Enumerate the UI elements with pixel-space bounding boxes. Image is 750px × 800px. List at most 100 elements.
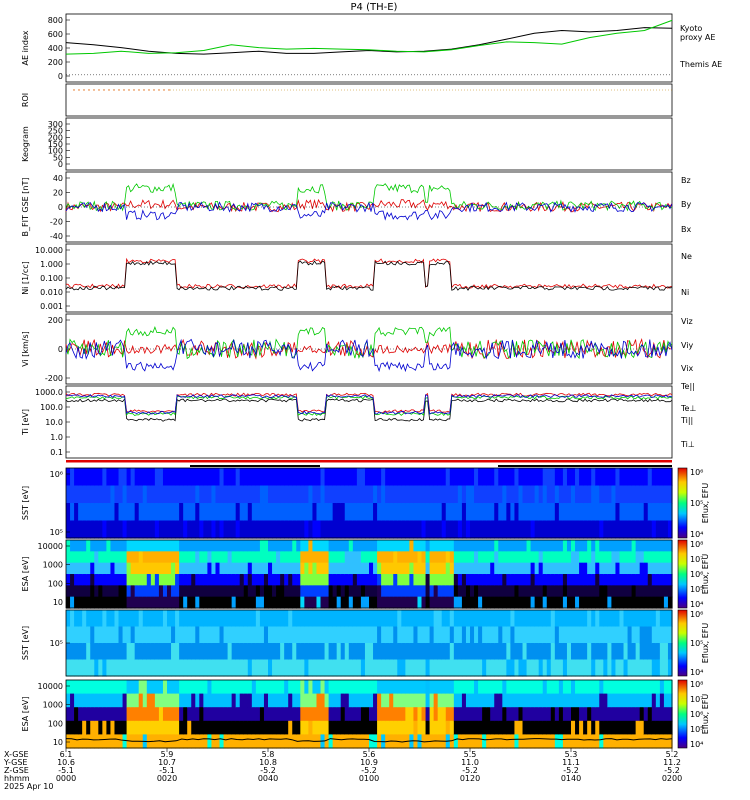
esa_i-pixel [146, 540, 152, 552]
esa_i-pixel [316, 596, 322, 609]
sst_i-pixel [603, 485, 608, 504]
esa_i-pixel [94, 540, 99, 552]
sst_e-pixel [284, 610, 289, 628]
esa_e-pixel [599, 693, 604, 708]
esa_i-pixel [175, 540, 180, 552]
esa_e-pixel [635, 707, 641, 722]
esa_e-pixel [639, 680, 645, 695]
sst_e-pixel [272, 643, 277, 661]
esa_i-pixel [486, 585, 491, 598]
esa_i-pixel [373, 540, 378, 552]
sst_e-pixel [280, 659, 285, 677]
esa_e-pixel [154, 707, 160, 722]
esa_e-pixel [401, 707, 406, 722]
sst_i-pixel [288, 485, 293, 504]
esa_e-pixel [655, 680, 661, 695]
sst_i-pixel [268, 520, 273, 539]
esa_e-pixel [332, 734, 338, 749]
esa_i-pixel [130, 562, 136, 575]
esa_i-pixel [457, 551, 463, 564]
esa_e-pixel [566, 707, 572, 722]
sst_e-pixel [348, 626, 354, 644]
sst_e-pixel [478, 626, 483, 644]
sst_e-pixel [94, 610, 99, 628]
sst_e-pixel [146, 643, 152, 661]
sst_e-pixel [284, 626, 289, 644]
sst_e-pixel [603, 643, 608, 661]
sst_i-pixel [377, 468, 382, 487]
esa_i-pixel [667, 562, 673, 575]
esa_i-pixel [292, 585, 297, 598]
esa_i-pixel [655, 551, 661, 564]
sst_i-pixel [502, 503, 507, 522]
esa_i-pixel [86, 551, 91, 564]
sst_i-pixel [542, 485, 548, 504]
sst_i-pixel [534, 485, 540, 504]
esa_e-ytick: 10000 [38, 682, 63, 691]
sst_i-pixel [223, 485, 229, 504]
esa_i-frame [65, 539, 673, 609]
sst_i-pixel [126, 503, 132, 522]
sst_e-pixel [171, 610, 176, 628]
esa_e-pixel [465, 720, 471, 735]
sst_e-pixel [74, 626, 79, 644]
esa_i-pixel [441, 551, 447, 564]
sst_i-pixel [191, 468, 196, 487]
esa_e-pixel [272, 707, 277, 722]
esa_e-pixel [78, 707, 83, 722]
sst_e-pixel [340, 626, 346, 644]
sst_i-pixel [615, 503, 621, 522]
esa_i-pixel [284, 574, 289, 586]
esa_e-pixel [203, 693, 208, 708]
sst_i-pixel [562, 503, 568, 522]
sst_e-pixel [449, 626, 455, 644]
esa_e-pixel [86, 734, 91, 749]
roi-dot [88, 89, 90, 91]
esa_i-pixel [546, 540, 552, 552]
sst_i-pixel [478, 485, 483, 504]
esa_i-pixel [575, 551, 580, 564]
sst_e-pixel [300, 659, 305, 677]
esa_e-pixel [639, 707, 645, 722]
sst_i-pixel [518, 468, 524, 487]
ae-series-line [65, 19, 673, 55]
xaxis-tick-time: 0020 [157, 774, 177, 783]
sst_e-pixel [304, 643, 309, 661]
sst_e-pixel [86, 659, 91, 677]
esa_e-pixel [356, 707, 362, 722]
esa_i-pixel [647, 574, 653, 586]
esa_e-pixel [417, 680, 423, 695]
sst_i-pixel [211, 468, 217, 487]
esa_e-pixel [328, 707, 334, 722]
esa_e-pixel [344, 693, 350, 708]
sst_i-pixel [296, 503, 301, 522]
sst_e-pixel [118, 610, 124, 628]
esa_i-pixel [510, 551, 516, 564]
esa_i-pixel [320, 596, 326, 609]
sst_i-pixel [579, 485, 584, 504]
esa_e-pixel [90, 693, 95, 708]
sst_i-pixel [377, 520, 382, 539]
sst_e-pixel [502, 643, 507, 661]
esa_e-pixel [203, 720, 208, 735]
esa_i-pixel [142, 574, 148, 586]
esa_e-pixel [595, 720, 600, 735]
esa_e-pixel [409, 680, 415, 695]
sst_i-pixel [243, 485, 249, 504]
esa_i-pixel [251, 551, 257, 564]
colorbar-tick: 10⁴ [690, 530, 703, 539]
sst_e-pixel [401, 626, 406, 644]
esa_i-pixel [478, 551, 483, 564]
sst_i-pixel [522, 520, 528, 539]
esa_e-pixel [530, 720, 536, 735]
sst_e-pixel [66, 626, 71, 644]
esa_e-pixel [647, 693, 653, 708]
esa_i-pixel [413, 574, 419, 586]
sst_i-pixel [280, 485, 285, 504]
sst_i-pixel [336, 503, 342, 522]
esa_i-pixel [268, 574, 273, 586]
esa_i-pixel [566, 596, 572, 609]
esa_e-pixel [255, 680, 261, 695]
esa_i-pixel [195, 562, 200, 575]
esa_e-pixel [332, 720, 338, 735]
